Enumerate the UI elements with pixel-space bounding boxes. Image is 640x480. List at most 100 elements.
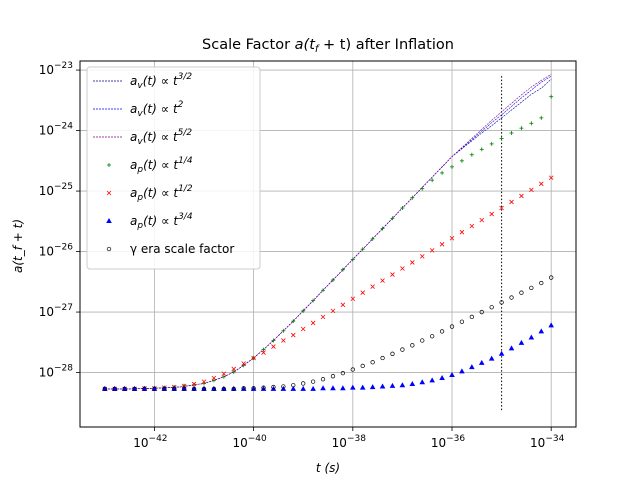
data-point <box>231 366 237 372</box>
data-point <box>191 381 197 387</box>
data-point <box>290 385 297 391</box>
series-1 <box>104 75 552 390</box>
data-point <box>102 386 107 392</box>
data-point <box>380 355 385 361</box>
data-point <box>162 386 167 392</box>
y-tick-label: 10−28 <box>39 364 74 380</box>
data-point <box>519 126 524 131</box>
data-point <box>469 364 475 370</box>
data-point <box>300 326 306 332</box>
data-point <box>399 382 406 388</box>
data-point <box>369 384 376 390</box>
data-point <box>221 374 226 379</box>
data-point <box>518 339 525 345</box>
data-point <box>320 377 326 382</box>
legend-label: av(t) ∝ t2 <box>130 100 184 119</box>
data-point <box>539 115 544 120</box>
data-point <box>310 320 316 326</box>
data-point <box>271 384 276 390</box>
y-tick-label: 10−24 <box>39 122 74 138</box>
data-point <box>360 290 366 295</box>
data-point <box>549 94 554 99</box>
data-point <box>449 324 455 329</box>
data-point <box>370 236 375 241</box>
data-point <box>528 334 535 340</box>
data-point <box>112 386 117 392</box>
data-point <box>370 360 375 365</box>
data-point <box>509 199 514 205</box>
data-point <box>379 383 386 389</box>
data-point <box>499 205 504 211</box>
data-point <box>400 347 405 352</box>
data-point <box>430 334 435 339</box>
axis-ticks: 10−42 10−40 10−38 10−36 10−34 10−28 10−27 10−26… <box>39 61 565 450</box>
data-point <box>281 384 286 389</box>
data-point <box>479 147 484 152</box>
data-point <box>459 319 465 324</box>
data-point <box>390 216 395 221</box>
data-point <box>529 121 534 126</box>
data-point <box>469 314 474 320</box>
data-point <box>509 295 514 300</box>
data-point <box>420 338 425 343</box>
data-point <box>419 254 425 259</box>
legend-box <box>86 66 261 270</box>
data-point <box>310 379 316 384</box>
data-point <box>359 384 366 390</box>
data-point <box>439 374 445 380</box>
y-axis-label: a(t_f + t) <box>11 219 25 273</box>
series-line <box>104 75 552 390</box>
data-point <box>380 278 385 283</box>
data-point <box>449 235 455 241</box>
x-tick-label: 10−38 <box>332 434 367 450</box>
data-point <box>251 386 256 391</box>
data-point <box>152 386 157 392</box>
data-point <box>459 229 465 235</box>
data-point <box>440 170 445 175</box>
data-point <box>509 130 514 135</box>
x-tick-label: 10−34 <box>530 434 565 450</box>
legend-item: γ era scale factor <box>106 242 234 256</box>
data-point <box>106 246 112 252</box>
data-point <box>429 377 435 383</box>
data-point <box>172 386 177 392</box>
data-point <box>350 384 356 390</box>
data-point <box>489 305 494 310</box>
data-point <box>548 175 554 181</box>
data-point <box>106 218 112 223</box>
legend-item: ap(t) ∝ t3/4 <box>106 212 193 231</box>
data-point <box>211 375 217 381</box>
legend-label: ap(t) ∝ t1/2 <box>130 184 193 203</box>
data-point <box>479 309 484 315</box>
data-point <box>311 298 316 303</box>
data-point <box>330 374 336 379</box>
data-point <box>340 385 346 391</box>
y-tick-label: 10−23 <box>39 61 73 77</box>
data-point <box>330 277 335 282</box>
data-point <box>340 302 346 308</box>
data-point <box>529 187 534 193</box>
data-point <box>340 371 346 376</box>
data-point <box>439 242 445 247</box>
legend-item: ap(t) ∝ t1/4 <box>107 156 193 175</box>
data-point <box>469 223 475 229</box>
data-point <box>281 338 286 343</box>
data-point <box>459 368 465 374</box>
data-point <box>350 257 355 262</box>
data-point <box>281 328 286 333</box>
legend-item: av(t) ∝ t2 <box>93 100 184 119</box>
legend-label: ap(t) ∝ t1/4 <box>130 156 193 175</box>
data-point <box>107 163 111 167</box>
data-point <box>301 381 306 386</box>
data-point <box>261 385 266 390</box>
legend-item: av(t) ∝ t5/2 <box>93 128 192 147</box>
data-point <box>211 378 216 383</box>
data-point <box>350 296 356 302</box>
legend-item: ap(t) ∝ t1/2 <box>106 184 193 203</box>
data-point <box>430 178 435 183</box>
x-tick-label: 10−36 <box>431 434 466 450</box>
data-point <box>142 386 147 392</box>
data-point <box>489 211 494 217</box>
data-point <box>181 383 187 389</box>
